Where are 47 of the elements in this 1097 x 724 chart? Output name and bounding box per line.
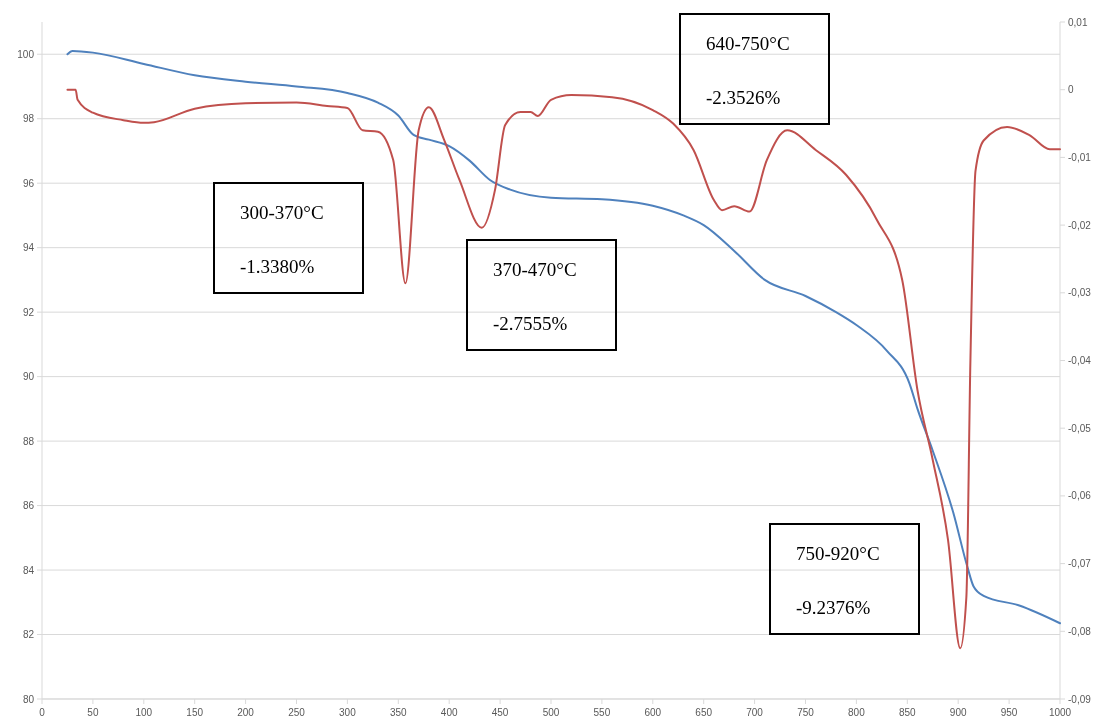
x-tick-label: 650 (695, 707, 713, 718)
y-tick-label: 98 (22, 113, 35, 125)
x-tick-label: 450 (491, 707, 509, 718)
x-tick-label: 600 (644, 707, 662, 718)
y2-tick-label: 0 (1068, 84, 1074, 96)
x-tick-label: 750 (797, 707, 815, 718)
y2-tick-label: -0,07 (1068, 558, 1092, 570)
y2-tick-label: -0,03 (1068, 287, 1092, 299)
x-tick-label: 150 (186, 707, 204, 718)
y2-tick-label: -0,04 (1068, 355, 1092, 366)
text: 640-750°C -2.3526% (706, 33, 790, 108)
y-tick-label: 96 (22, 177, 35, 189)
x-tick-label: 800 (848, 707, 866, 718)
y2-tick-label: -0,08 (1068, 625, 1092, 637)
y-tick-label: 100 (17, 48, 35, 60)
x-tick-label: 350 (389, 707, 408, 718)
x-tick-label: 1000 (1048, 707, 1072, 718)
x-tick-label: 850 (898, 707, 917, 718)
x-tick-label: 50 (87, 707, 99, 718)
x-tick-label: 250 (288, 707, 306, 718)
x-tick-label: 700 (746, 707, 764, 718)
y2-tick-label: -0,06 (1068, 490, 1092, 502)
y2-tick-label: -0,01 (1068, 151, 1092, 163)
y2-tick-label: -0,02 (1068, 219, 1092, 231)
x-tick-label: 400 (440, 707, 458, 718)
x-tick-label: 300 (339, 707, 357, 718)
y-tick-label: 94 (22, 242, 35, 254)
y2-tick-label: -0,09 (1068, 693, 1092, 705)
x-tick-label: 0 (39, 707, 46, 718)
x-tick-label: 950 (1000, 707, 1018, 718)
text: 750-920°C -9.2376% (796, 543, 880, 618)
text: 370-470°C -2.7555% (493, 259, 577, 334)
y-tick-label: 82 (22, 629, 35, 641)
y-tick-label: 88 (22, 435, 35, 447)
text: 300-370°C -1.3380% (240, 202, 324, 277)
y2-tick-label: -0,05 (1068, 422, 1092, 434)
y2-tick-label: 0,01 (1068, 16, 1088, 28)
y-tick-label: 90 (22, 371, 35, 383)
y-tick-label: 86 (22, 500, 35, 512)
x-tick-label: 200 (237, 707, 255, 718)
x-tick-label: 500 (542, 707, 560, 718)
x-tick-label: 550 (593, 707, 611, 718)
y-tick-label: 92 (22, 306, 35, 318)
x-tick-label: 100 (135, 707, 153, 718)
y-tick-label: 84 (22, 564, 35, 576)
y-tick-label: 80 (22, 693, 35, 705)
x-tick-label: 900 (949, 707, 967, 718)
